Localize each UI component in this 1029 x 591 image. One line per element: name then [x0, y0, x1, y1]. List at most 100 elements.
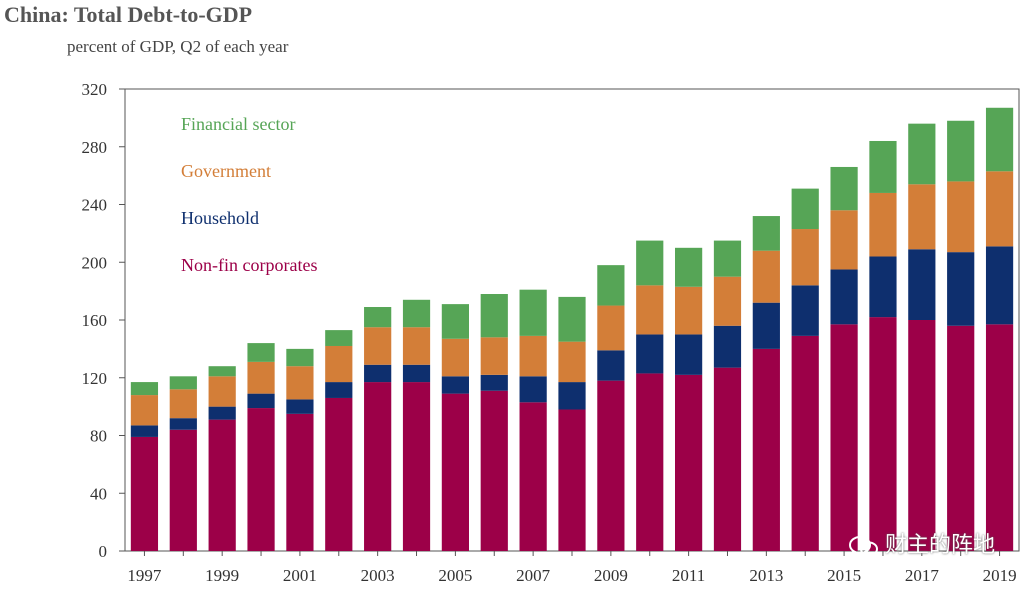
bar-household-2014: [791, 285, 819, 336]
bar-non-fin-corporates-2000: [247, 408, 275, 551]
bar-government-2009: [597, 305, 625, 351]
bar-non-fin-corporates-2007: [519, 402, 547, 551]
bar-non-fin-corporates-2014: [791, 335, 819, 551]
x-tick-label: 2001: [283, 566, 317, 585]
bar-household-2018: [947, 252, 975, 326]
bar-household-2005: [441, 376, 469, 394]
bar-government-2006: [480, 337, 508, 375]
bar-non-fin-corporates-2001: [286, 413, 314, 551]
bar-financial-sector-1997: [130, 382, 159, 396]
legend-item-household: Household: [181, 208, 259, 228]
y-tick-label: 200: [82, 253, 108, 272]
bar-household-2012: [713, 325, 742, 368]
bar-financial-sector-2015: [830, 166, 858, 211]
bar-non-fin-corporates-2015: [830, 324, 858, 551]
bar-financial-sector-2007: [519, 289, 547, 336]
bar-financial-sector-2018: [947, 120, 975, 182]
bar-household-1999: [208, 406, 236, 420]
bar-government-2016: [869, 192, 897, 257]
x-tick-label: 2013: [749, 566, 783, 585]
bar-non-fin-corporates-2008: [558, 409, 586, 551]
bar-household-2015: [830, 269, 858, 325]
bar-government-2013: [752, 250, 780, 303]
bar-household-2000: [247, 393, 275, 409]
bar-financial-sector-2008: [558, 296, 586, 342]
watermark-text: 财主的阵地: [884, 533, 995, 558]
y-tick-label: 40: [90, 484, 107, 503]
bar-non-fin-corporates-2017: [908, 320, 936, 551]
bar-financial-sector-2009: [597, 265, 625, 306]
bar-government-2001: [286, 366, 314, 400]
bar-household-2011: [675, 334, 703, 375]
bar-government-2005: [441, 338, 469, 377]
bar-household-2016: [869, 256, 897, 318]
bar-government-2012: [713, 276, 742, 326]
y-tick-label: 160: [82, 311, 108, 330]
x-tick-label: 2009: [594, 566, 628, 585]
bar-government-2000: [247, 361, 275, 394]
x-tick-label: 2019: [983, 566, 1017, 585]
bar-household-2010: [636, 334, 664, 374]
bar-government-1998: [169, 389, 197, 419]
chart-title: China: Total Debt-to-GDP: [4, 2, 253, 27]
y-tick-label: 320: [82, 80, 108, 99]
bar-government-2015: [830, 210, 858, 270]
x-axis: 1997 1999 2001 2003 2005 2007 2009 2011 2013 2015…: [127, 551, 1017, 585]
bar-government-2004: [402, 327, 431, 365]
bar-non-fin-corporates-2004: [402, 382, 431, 551]
bar-financial-sector-2005: [441, 304, 469, 339]
bar-financial-sector-2003: [364, 307, 392, 328]
bar-household-2007: [519, 376, 547, 403]
watermark: 财主的阵地: [848, 527, 995, 559]
bar-non-fin-corporates-2006: [480, 390, 508, 551]
bar-government-2010: [636, 285, 664, 335]
bar-non-fin-corporates-1999: [208, 419, 236, 551]
y-tick-label: 240: [82, 196, 108, 215]
bar-government-2007: [519, 335, 547, 377]
bar-household-2004: [402, 364, 431, 383]
bar-financial-sector-2010: [636, 240, 664, 286]
bar-non-fin-corporates-2013: [752, 348, 780, 552]
bar-household-2008: [558, 382, 586, 410]
bar-government-2003: [364, 327, 392, 365]
bar-household-1997: [130, 425, 159, 437]
bar-non-fin-corporates-2012: [713, 367, 742, 551]
wechat-icon: [848, 536, 878, 557]
bar-financial-sector-1998: [169, 376, 197, 390]
bar-non-fin-corporates-1998: [169, 429, 197, 551]
bar-government-2011: [675, 286, 703, 335]
bar-government-1999: [208, 376, 236, 407]
bar-government-2014: [791, 229, 819, 286]
bar-household-2006: [480, 374, 508, 391]
x-tick-label: 2005: [438, 566, 472, 585]
x-tick-label: 2011: [672, 566, 705, 585]
bar-household-1998: [169, 418, 197, 430]
legend-item-government: Government: [181, 161, 271, 181]
bar-government-1997: [130, 395, 159, 426]
bar-financial-sector-2014: [791, 188, 819, 230]
bar-non-fin-corporates-2016: [869, 317, 897, 551]
bar-government-2017: [908, 184, 936, 250]
y-tick-label: 120: [82, 369, 108, 388]
bar-financial-sector-2006: [480, 294, 508, 338]
bar-non-fin-corporates-2011: [675, 374, 703, 551]
x-tick-label: 1997: [127, 566, 162, 585]
bar-non-fin-corporates-2010: [636, 373, 664, 551]
x-tick-label: 2003: [361, 566, 395, 585]
bar-household-2003: [364, 364, 392, 383]
bar-household-2017: [908, 249, 936, 320]
bar-financial-sector-2019: [985, 107, 1014, 172]
bar-household-2013: [752, 302, 780, 349]
bar-financial-sector-2002: [325, 330, 353, 346]
bar-household-2009: [597, 350, 625, 381]
bar-financial-sector-2011: [675, 247, 703, 287]
bar-non-fin-corporates-2009: [597, 380, 625, 551]
bar-non-fin-corporates-1997: [130, 436, 159, 551]
legend-item-financial-sector: Financial sector: [181, 114, 295, 134]
y-tick-label: 0: [99, 542, 108, 561]
bar-government-2008: [558, 341, 586, 383]
x-tick-label: 2015: [827, 566, 861, 585]
bar-non-fin-corporates-2019: [985, 324, 1014, 551]
bar-financial-sector-2012: [713, 240, 742, 277]
